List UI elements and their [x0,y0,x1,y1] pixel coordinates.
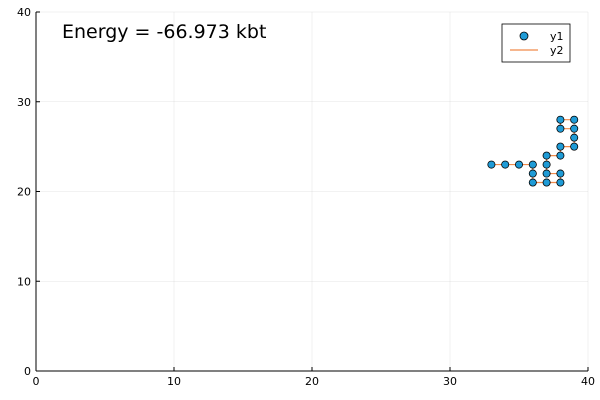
energy-annotation: Energy = -66.973 kbt [62,21,266,43]
point-19 [570,115,579,124]
point-6 [542,178,551,187]
point-14 [570,142,579,151]
legend-marker-y1 [519,31,529,41]
point-13 [556,142,565,151]
point-15 [570,133,579,142]
point-0 [487,160,496,169]
point-2 [515,160,524,169]
x-tick-label-4: 40 [581,375,595,388]
point-8 [556,169,565,178]
y-tick-label-1: 10 [17,275,31,288]
point-10 [542,160,551,169]
point-9 [542,169,551,178]
y-ticks: 0 10 20 30 40 [17,6,40,378]
y-tick-label-3: 30 [17,96,31,109]
y-tick-label-0: 0 [24,365,31,378]
point-11 [542,151,551,160]
point-18 [556,115,565,124]
point-17 [556,124,565,133]
grid [35,11,589,372]
y-tick-label-2: 20 [17,186,31,199]
point-16 [570,124,579,133]
x-tick-label-2: 20 [305,375,319,388]
legend-label-y1: y1 [550,30,564,43]
legend-box [501,23,571,63]
point-5 [528,178,537,187]
x-tick-label-1: 10 [167,375,181,388]
point-7 [556,178,565,187]
x-tick-label-3: 30 [443,375,457,388]
point-3 [528,160,537,169]
x-tick-label-0: 0 [33,375,40,388]
legend-label-y2: y2 [550,44,564,57]
x-ticks: 0 10 20 30 40 [33,367,595,388]
y-tick-label-4: 40 [17,6,31,19]
series-y1-points [487,115,579,187]
point-12 [556,151,565,160]
point-4 [528,169,537,178]
point-1 [501,160,510,169]
